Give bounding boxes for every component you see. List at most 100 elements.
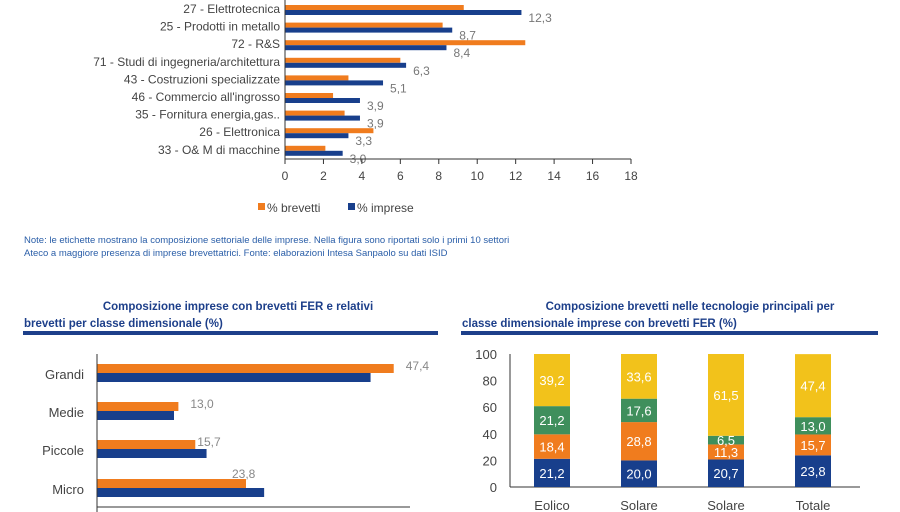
stacked-bar-grandi xyxy=(795,354,831,418)
title-rule xyxy=(461,331,878,335)
data-label: 6,3 xyxy=(413,64,430,78)
bar-imprese xyxy=(285,98,360,103)
y-tick-label: 100 xyxy=(475,347,497,362)
bar-imprese xyxy=(285,80,384,86)
segment-label: 21,2 xyxy=(539,413,564,428)
category-label: Medie xyxy=(49,405,84,420)
stacked-bar-micro xyxy=(534,458,570,487)
bar-brevetti xyxy=(285,22,443,28)
bar-brevetti xyxy=(285,128,374,134)
bar-brevetti xyxy=(97,440,196,449)
chart-title-line-2: classe dimensionale imprese con brevetti… xyxy=(462,318,737,330)
segment-label: 6,5 xyxy=(717,433,735,448)
y-tick-label: 60 xyxy=(483,400,497,415)
y-tick-label: 20 xyxy=(483,453,497,468)
category-label: Solare xyxy=(707,498,745,512)
bar-imprese xyxy=(97,488,265,497)
bar-brevetti xyxy=(285,75,349,81)
data-label: 8,7 xyxy=(459,29,476,43)
x-tick-label: 10 xyxy=(471,169,485,183)
note-line-1: Note: le etichette mostrano la composizi… xyxy=(24,235,510,246)
stacked-bar-micro xyxy=(621,460,657,487)
segment-label: 47,4 xyxy=(800,379,825,394)
y-tick-label: 80 xyxy=(483,374,497,389)
data-label: 47,4 xyxy=(406,359,430,373)
x-tick-label: 14 xyxy=(547,169,561,183)
bar-brevetti xyxy=(97,479,246,488)
chart-title-line-1: Composizione brevetti nelle tecnologie p… xyxy=(546,301,835,313)
data-label: 5,1 xyxy=(390,81,407,95)
category-label: 25 - Prodotti in metallo xyxy=(160,20,280,34)
stacked-bar-grandi xyxy=(534,354,570,407)
segment-label: 15,7 xyxy=(800,438,825,453)
bar-imprese xyxy=(285,133,349,139)
bar-imprese xyxy=(285,45,447,51)
segment-label: 13,0 xyxy=(800,419,825,434)
category-label: 46 - Commercio all'ingrosso xyxy=(132,90,281,104)
stacked-bar-medie xyxy=(708,435,744,445)
chart-note: Note: le etichette mostrano la composizi… xyxy=(24,234,664,260)
category-label: 27 - Elettrotecnica xyxy=(183,2,280,16)
stacked-bar-grandi xyxy=(708,354,744,436)
stacked-bar-medie xyxy=(795,417,831,435)
bar-imprese xyxy=(97,411,174,420)
segment-label: 33,6 xyxy=(626,369,651,384)
segment-label: 11,3 xyxy=(714,445,738,460)
legend-label-imprese: % imprese xyxy=(357,201,414,215)
y-tick-label: 40 xyxy=(483,427,497,442)
bar-imprese xyxy=(97,373,371,382)
stacked-bar-piccole xyxy=(534,434,570,459)
category-label: 43 - Costruzioni specializzate xyxy=(124,72,280,86)
stacked-bar-medie xyxy=(621,398,657,423)
title-rule xyxy=(23,331,438,335)
x-tick-label: 12 xyxy=(509,169,523,183)
chart-title-line-1: Composizione imprese con brevetti FER e … xyxy=(103,301,373,313)
legend-label-brevetti: % brevetti xyxy=(267,201,320,215)
bar-brevetti xyxy=(285,93,334,98)
stacked-bar-medie xyxy=(534,406,570,435)
chart-title-line-2: brevetti per classe dimensionale (%) xyxy=(24,318,223,330)
bar-imprese xyxy=(285,150,343,156)
category-label: 71 - Studi di ingegneria/architettura xyxy=(93,55,280,69)
bar-brevetti xyxy=(285,145,326,151)
bar-imprese xyxy=(285,10,522,15)
data-label: 15,7 xyxy=(197,435,221,449)
category-label: Eolico xyxy=(534,498,569,512)
x-tick-label: 18 xyxy=(624,169,638,183)
category-label: Solare xyxy=(620,498,658,512)
x-tick-label: 6 xyxy=(397,169,404,183)
segment-label: 21,2 xyxy=(539,466,564,481)
data-label: 12,3 xyxy=(528,11,552,25)
bar-brevetti xyxy=(97,402,179,411)
category-label: 26 - Elettronica xyxy=(199,125,280,139)
x-tick-label: 8 xyxy=(435,169,442,183)
category-label: 35 - Fornitura energia,gas.. xyxy=(135,108,280,122)
note-line-2: Ateco a maggiore presenza di imprese bre… xyxy=(24,248,448,259)
stacked-bar-grandi xyxy=(621,354,657,399)
legend-swatch-imprese xyxy=(348,203,355,210)
category-label: 72 - R&S xyxy=(231,37,280,51)
stacked-bar-piccole xyxy=(621,422,657,461)
segment-label: 18,4 xyxy=(539,440,564,455)
category-label: Micro xyxy=(52,482,84,497)
segment-label: 20,0 xyxy=(626,467,651,482)
bar-brevetti xyxy=(285,5,464,10)
bar-brevetti xyxy=(97,364,394,373)
bar-imprese xyxy=(97,449,207,458)
data-label: 3,9 xyxy=(367,117,384,131)
legend-swatch-brevetti xyxy=(258,203,265,210)
bar-brevetti xyxy=(285,40,526,46)
category-label: Piccole xyxy=(42,443,84,458)
category-label: Grandi xyxy=(45,367,84,382)
bar-imprese xyxy=(285,115,360,121)
segment-label: 23,8 xyxy=(800,464,825,479)
bar-imprese xyxy=(285,62,407,68)
bar-brevetti xyxy=(285,110,345,116)
bar-brevetti xyxy=(285,57,401,63)
stacked-bar-piccole xyxy=(708,444,744,460)
segment-label: 20,7 xyxy=(713,466,738,481)
data-label: 3,9 xyxy=(367,99,384,113)
y-tick-label: 0 xyxy=(490,480,497,495)
x-tick-label: 0 xyxy=(282,169,289,183)
